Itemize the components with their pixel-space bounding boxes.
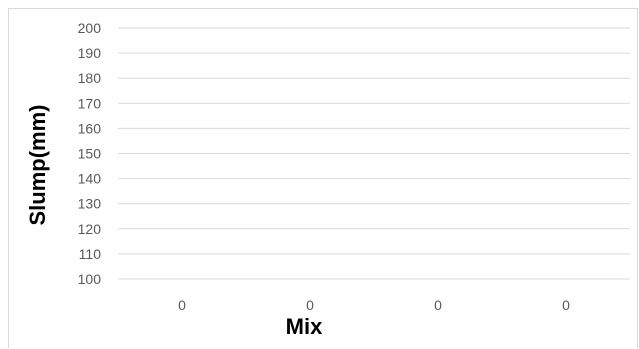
x-tick-label: 0: [178, 297, 186, 313]
y-tick-label: 130: [78, 196, 102, 212]
y-tick-label: 160: [78, 120, 102, 136]
y-tick-label: 120: [78, 221, 102, 237]
y-axis-title: Slump(mm): [25, 105, 50, 226]
y-tick-labels: 100 110 120 130 140 150 160 170 180 190 200: [78, 20, 102, 287]
chart-frame: [8, 8, 638, 348]
bar: [539, 278, 593, 280]
y-tick-label: 170: [78, 95, 102, 111]
y-tick-label: 140: [78, 171, 102, 187]
x-tick-labels: 0 0 0 0: [178, 297, 570, 313]
x-tick-label: 0: [562, 297, 570, 313]
y-tick-label: 150: [78, 146, 102, 162]
bar: [411, 278, 465, 280]
bars: [155, 278, 593, 280]
y-tick-label: 100: [78, 271, 102, 287]
y-tick-label: 200: [78, 20, 102, 36]
x-tick-label: 0: [434, 297, 442, 313]
y-tick-label: 110: [79, 246, 102, 262]
y-tick-label: 190: [78, 45, 102, 61]
x-tick-label: 0: [306, 297, 314, 313]
bar: [155, 278, 209, 280]
bar: [283, 278, 337, 280]
gridlines: [118, 27, 630, 280]
y-tick-label: 180: [78, 70, 102, 86]
x-axis-title: Mix: [286, 314, 323, 339]
